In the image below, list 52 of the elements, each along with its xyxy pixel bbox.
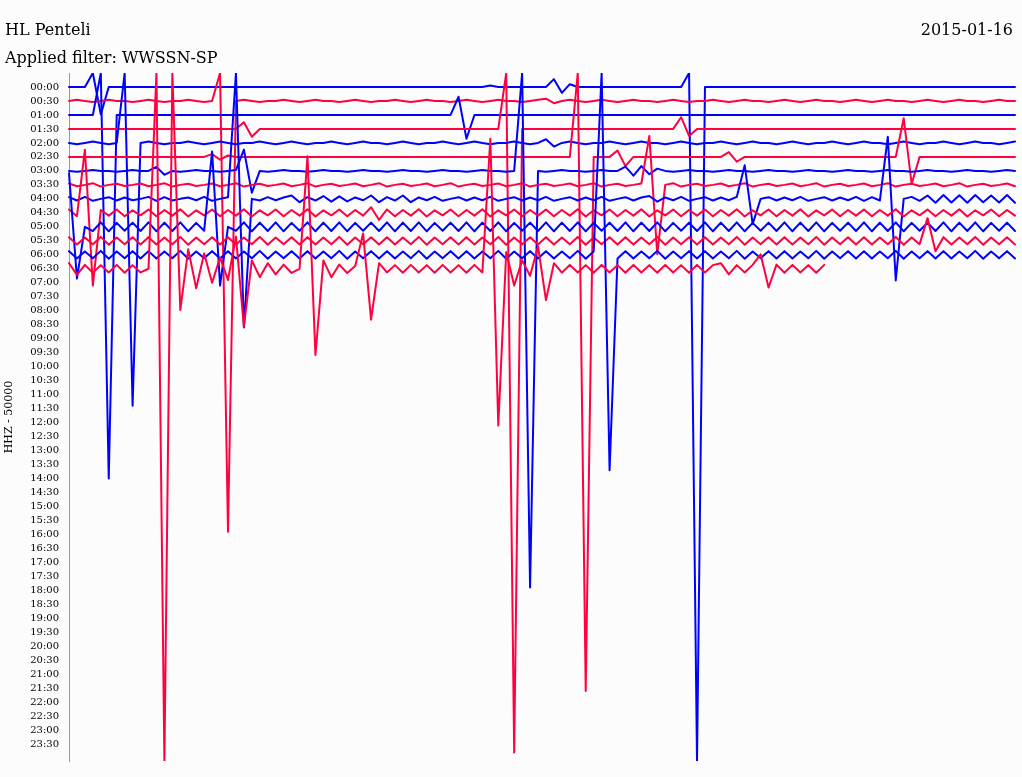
y-tick-label: 16:30: [30, 542, 59, 554]
y-tick-label: 08:30: [30, 318, 59, 330]
y-tick-label: 17:00: [30, 556, 59, 568]
y-tick-label: 09:30: [30, 346, 59, 358]
y-tick-label: 13:30: [30, 458, 59, 470]
y-tick-label: 08:00: [30, 304, 59, 316]
y-tick-label: 04:00: [30, 192, 59, 204]
y-tick-label: 00:30: [30, 94, 59, 106]
y-tick-label: 23:30: [30, 737, 59, 749]
y-tick-label: 02:00: [30, 136, 59, 148]
y-tick-label: 07:30: [30, 290, 59, 302]
y-tick-label: 21:00: [30, 667, 59, 679]
chart-subtitle: Applied filter: WWSSN-SP: [4, 48, 218, 67]
y-tick-label: 15:00: [30, 500, 59, 512]
y-tick-label: 18:30: [30, 597, 59, 609]
y-tick-label: 12:30: [30, 430, 59, 442]
y-tick-label: 06:00: [30, 248, 59, 260]
y-tick-label: 03:30: [30, 178, 59, 190]
y-tick-label: 05:30: [30, 234, 59, 246]
y-tick-label: 22:00: [30, 695, 59, 707]
y-tick-label: 23:00: [30, 723, 59, 735]
y-tick-label: 01:00: [30, 108, 59, 120]
y-tick-label: 00:00: [30, 80, 59, 92]
y-tick-label: 11:00: [30, 388, 59, 400]
y-tick-label: 15:30: [30, 514, 59, 526]
y-tick-label: 14:30: [30, 486, 59, 498]
y-tick-label: 14:00: [30, 472, 59, 484]
y-tick-label: 06:30: [30, 262, 59, 274]
chart-title: HL Penteli: [5, 20, 91, 39]
y-tick-label: 19:30: [30, 625, 59, 637]
y-tick-label: 20:30: [30, 653, 59, 665]
y-tick-label: 20:00: [30, 639, 59, 651]
y-axis-title: HHZ - 50000: [2, 380, 16, 454]
y-tick-label: 19:00: [30, 611, 59, 623]
y-tick-label: 05:00: [30, 220, 59, 232]
y-tick-label: 16:00: [30, 528, 59, 540]
y-tick-label: 03:00: [30, 164, 59, 176]
y-tick-label: 04:30: [30, 206, 59, 218]
y-tick-label: 22:30: [30, 709, 59, 721]
y-tick-label: 13:00: [30, 444, 59, 456]
y-tick-label: 21:30: [30, 681, 59, 693]
text: 2015-01-16: [920, 20, 1013, 39]
y-tick-label: 11:30: [30, 402, 59, 414]
y-tick-label: 10:30: [30, 374, 59, 386]
y-tick-label: 10:00: [30, 360, 59, 372]
y-tick-label: 09:00: [30, 332, 59, 344]
y-tick-label: 12:00: [30, 416, 59, 428]
y-tick-label: 18:00: [30, 583, 59, 595]
y-tick-label: 01:30: [30, 122, 59, 134]
y-tick-label: 02:30: [30, 150, 59, 162]
y-tick-label: 07:00: [30, 276, 59, 288]
y-tick-label: 17:30: [30, 570, 59, 582]
